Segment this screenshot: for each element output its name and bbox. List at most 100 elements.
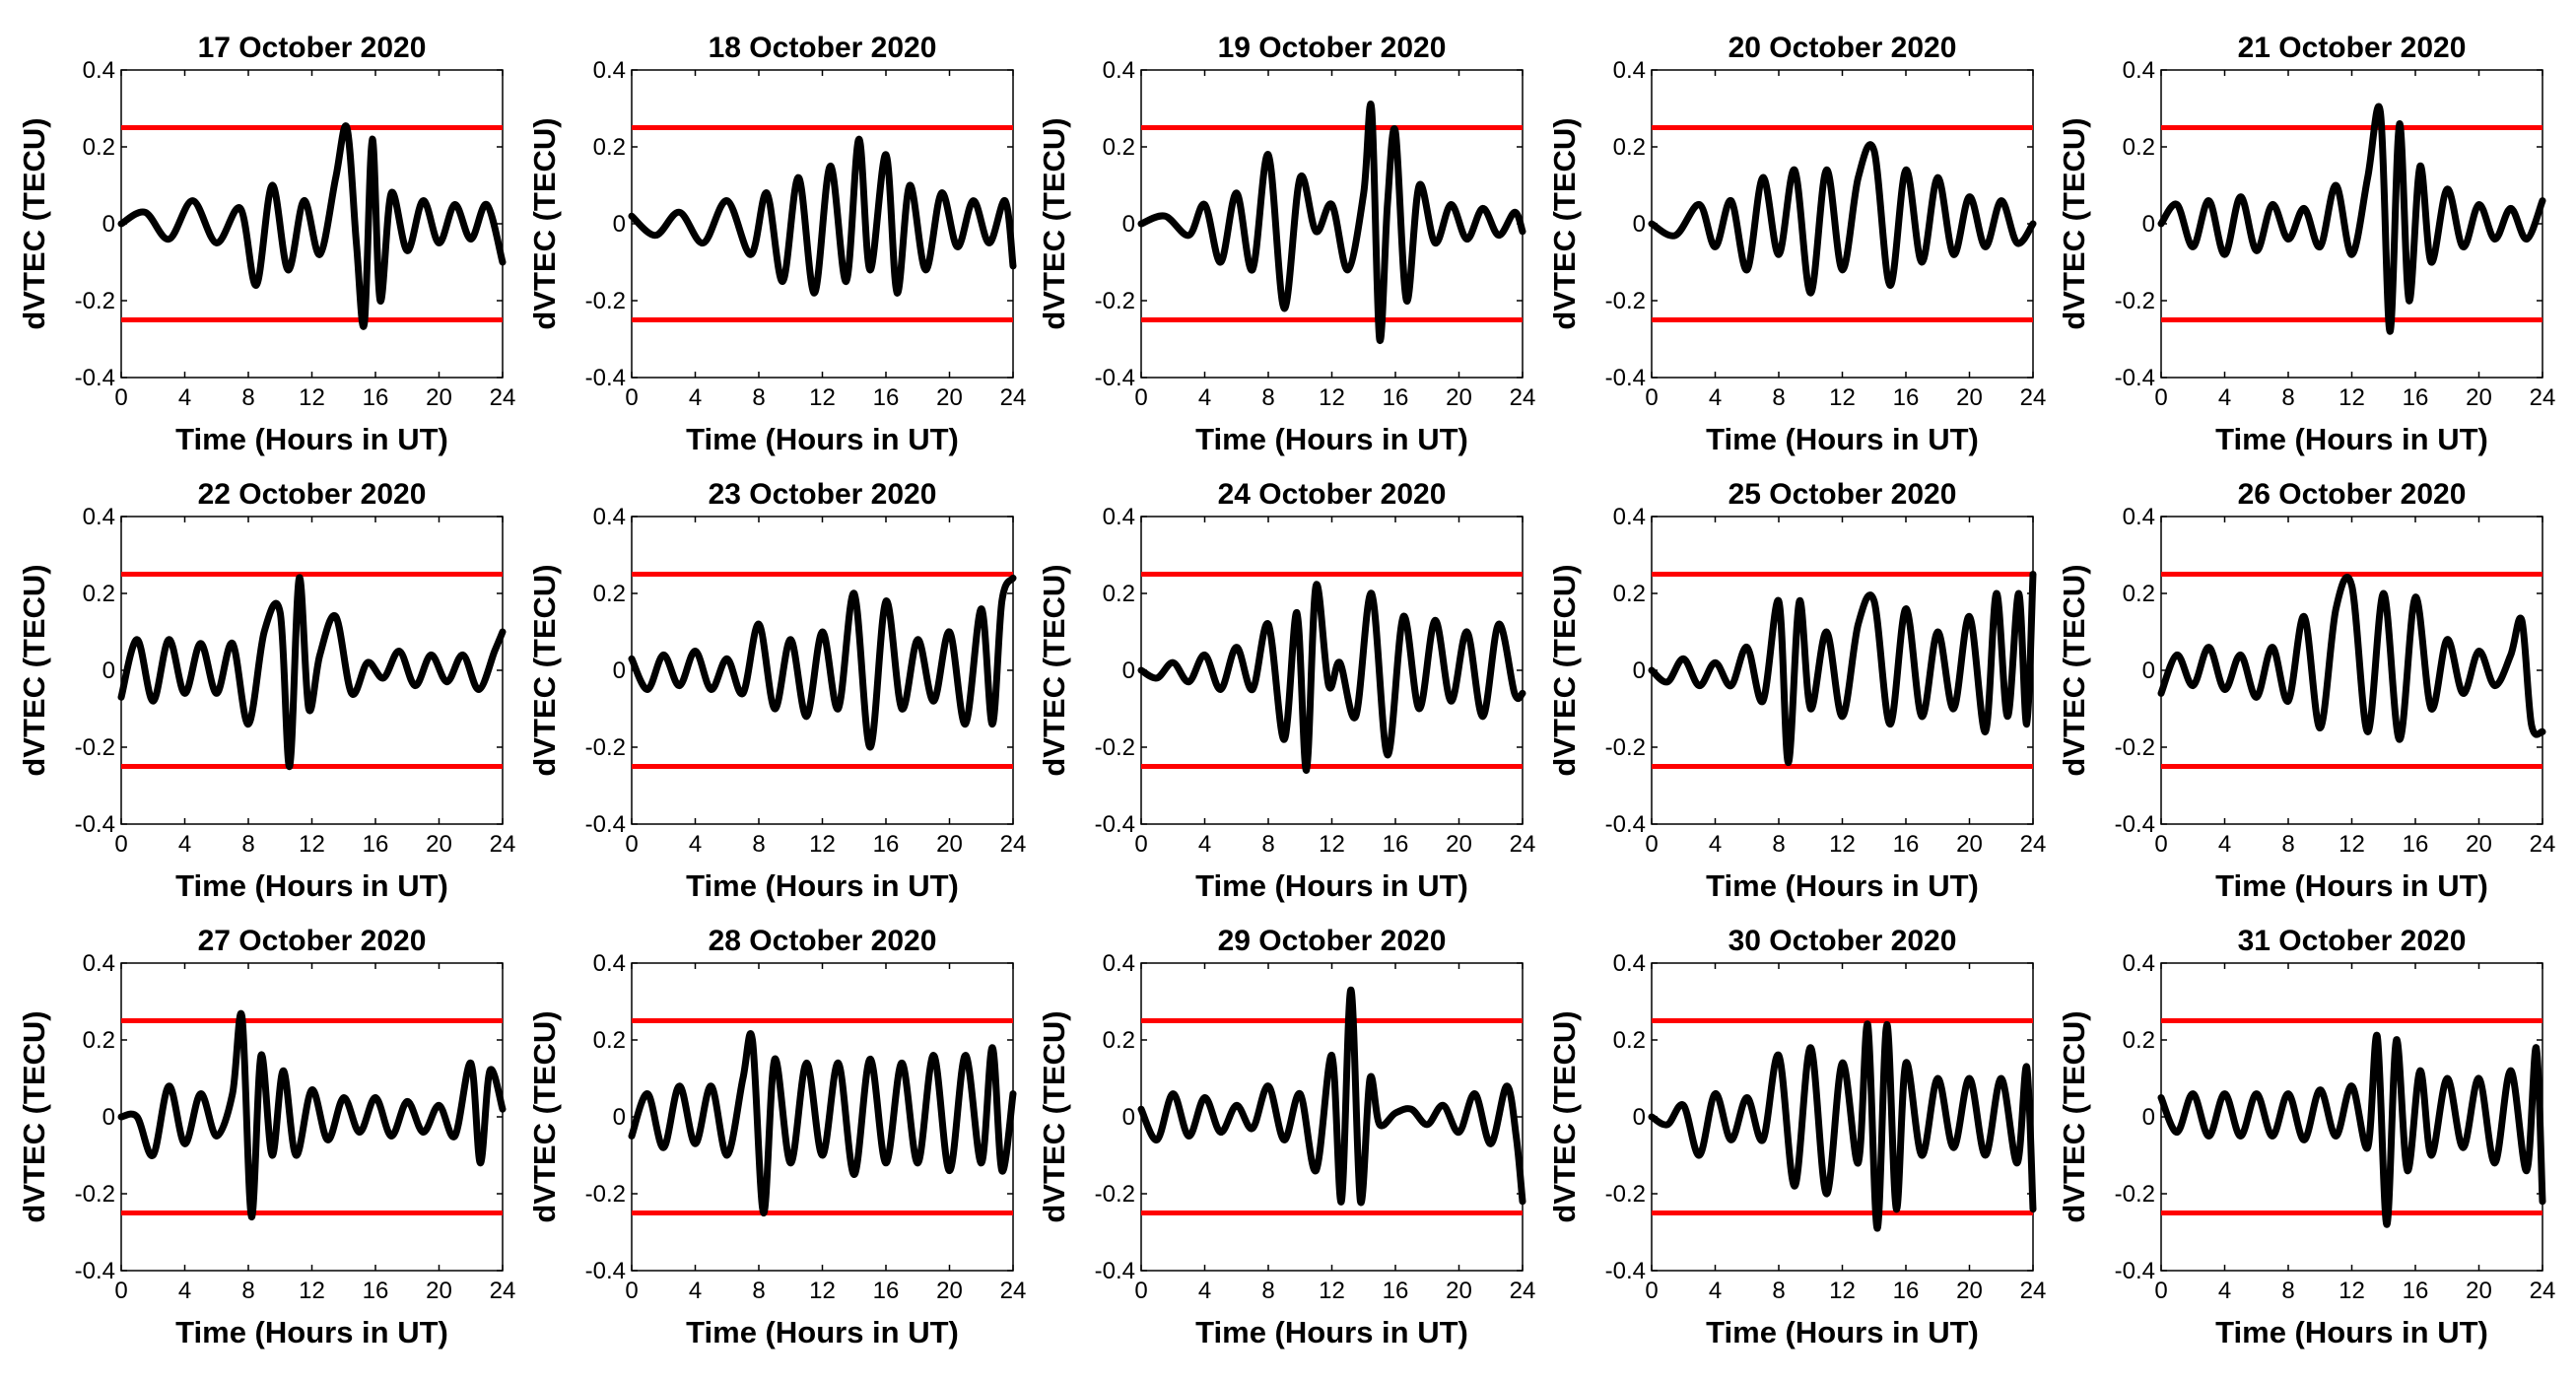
data-point (1794, 169, 1796, 171)
data-point (2376, 1035, 2378, 1037)
data-point (2271, 204, 2273, 205)
data-point (1315, 1170, 1317, 1172)
data-point (120, 1116, 122, 1118)
data-point (988, 242, 990, 243)
data-point (2542, 730, 2543, 732)
y-tick-label: -0.2 (1605, 288, 1646, 314)
panel-title: 17 October 2020 (198, 32, 427, 64)
data-point (1001, 600, 1003, 602)
data-point (2192, 1093, 2194, 1095)
data-point (838, 708, 840, 710)
data-point (1682, 1104, 1684, 1106)
data-point (263, 631, 265, 633)
dvtec-series-line (628, 1029, 1017, 1217)
data-point (1936, 176, 1938, 178)
x-tick-label: 16 (873, 384, 900, 411)
data-point (502, 1108, 504, 1110)
data-point (200, 1093, 202, 1095)
y-tick-label: -0.2 (1605, 1181, 1646, 1208)
panel-title: 25 October 2020 (1729, 478, 1957, 511)
data-point (2399, 123, 2401, 125)
data-point (454, 204, 456, 205)
data-point (2256, 696, 2258, 698)
y-tick-label: 0.4 (2123, 57, 2155, 84)
data-point (1466, 239, 1468, 241)
y-tick-label: 0 (102, 211, 115, 238)
data-point (422, 1132, 424, 1134)
data-point (1220, 1132, 1222, 1134)
x-tick-label: 16 (363, 831, 389, 858)
data-point (327, 1139, 329, 1141)
x-tick-label: 8 (241, 384, 254, 411)
data-point (703, 242, 705, 243)
x-tick-label: 20 (1446, 1278, 1472, 1304)
data-point (1921, 1154, 1923, 1156)
data-point (2462, 1146, 2464, 1148)
data-point (2335, 1136, 2337, 1137)
y-tick-label: -0.4 (1095, 1258, 1135, 1284)
data-point (1866, 1023, 1868, 1025)
data-point (271, 1154, 273, 1156)
data-point (742, 1077, 744, 1079)
data-point (1746, 1097, 1748, 1098)
data-point (1402, 615, 1404, 617)
y-tick-label: 0.2 (1613, 134, 1646, 161)
y-tick-label: 0.2 (83, 134, 115, 161)
y-tick-label: 0.2 (2123, 581, 2155, 607)
y-tick-label: -0.4 (75, 811, 115, 838)
data-point (502, 261, 504, 263)
x-tick-label: 16 (363, 384, 389, 411)
data-point (1858, 1162, 1860, 1164)
x-tick-label: 20 (426, 831, 452, 858)
data-point (1651, 223, 1653, 225)
data-point (853, 592, 855, 594)
data-point (1252, 1128, 1254, 1130)
y-tick-label: 0.2 (593, 581, 626, 607)
x-tick-label: 24 (1000, 831, 1027, 858)
data-point (406, 1100, 408, 1102)
y-tick-label: -0.2 (1095, 734, 1135, 761)
data-point (662, 1146, 664, 1148)
y-tick-label: 0.2 (593, 1027, 626, 1054)
data-point (1674, 235, 1676, 237)
data-point (1283, 308, 1285, 310)
data-point (374, 1097, 376, 1098)
data-point (2494, 1162, 2496, 1164)
data-point (299, 577, 301, 579)
y-axis-label: dVTEC (TECU) (17, 564, 51, 776)
data-point (896, 292, 898, 294)
data-point (2319, 1089, 2321, 1091)
data-point (2303, 1139, 2305, 1141)
data-point (973, 200, 975, 202)
data-point (858, 138, 860, 140)
x-tick-label: 24 (490, 1278, 516, 1304)
data-point (2531, 724, 2533, 726)
data-point (1296, 612, 1298, 613)
x-tick-label: 20 (426, 1278, 452, 1304)
y-axis-label: dVTEC (TECU) (17, 117, 51, 329)
panel-title: 27 October 2020 (198, 925, 427, 957)
data-point (247, 724, 249, 726)
y-tick-label: 0 (2142, 211, 2155, 238)
data-point (830, 166, 832, 167)
x-tick-label: 12 (2339, 384, 2365, 411)
data-point (885, 600, 887, 602)
x-tick-label: 0 (1134, 384, 1147, 411)
data-point (1698, 204, 1700, 205)
data-point (1220, 689, 1222, 690)
x-tick-label: 20 (2466, 384, 2492, 411)
data-point (2032, 574, 2034, 575)
data-point (2367, 730, 2369, 732)
y-tick-label: 0 (613, 1104, 626, 1131)
data-point (2367, 1146, 2369, 1148)
x-tick-label: 20 (426, 384, 452, 411)
data-point (726, 657, 728, 659)
data-point (1340, 1201, 1342, 1203)
data-point (1434, 242, 1436, 243)
data-point (2032, 223, 2034, 225)
y-tick-label: -0.2 (2115, 734, 2155, 761)
data-point (414, 685, 416, 687)
